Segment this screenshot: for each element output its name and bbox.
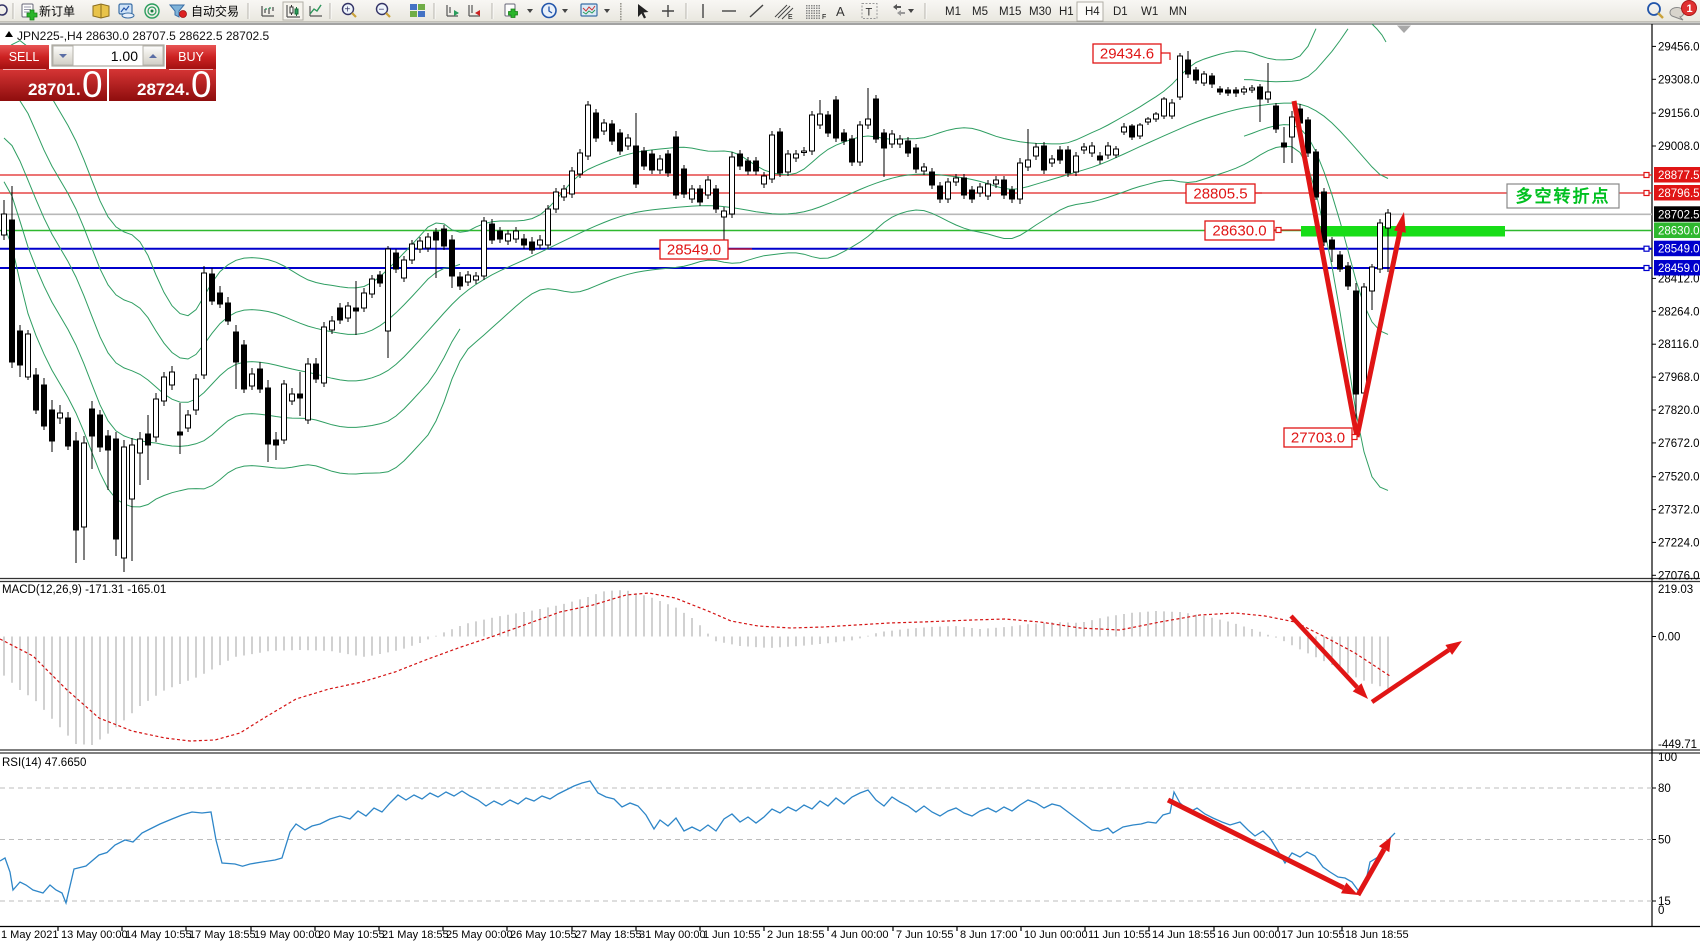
svg-text:BUY: BUY [178, 50, 204, 64]
svg-text:19 May 00:00: 19 May 00:00 [254, 929, 321, 941]
svg-text:28412.0: 28412.0 [1658, 273, 1700, 285]
svg-text:多空转折点: 多空转折点 [1516, 186, 1611, 206]
svg-text:E: E [788, 14, 793, 21]
svg-text:M30: M30 [1029, 6, 1051, 18]
svg-text:15: 15 [1658, 896, 1671, 908]
svg-text:31 May 00:00: 31 May 00:00 [639, 929, 706, 941]
svg-text:MACD(12,26,9) -171.31 -165.01: MACD(12,26,9) -171.31 -165.01 [2, 584, 166, 596]
svg-text:16 Jun 00:00: 16 Jun 00:00 [1217, 929, 1281, 941]
svg-text:M15: M15 [999, 6, 1021, 18]
svg-text:+: + [345, 5, 351, 16]
svg-text:27 May 18:55: 27 May 18:55 [575, 929, 642, 941]
svg-text:H1: H1 [1059, 6, 1074, 18]
svg-text:10 Jun 00:00: 10 Jun 00:00 [1024, 929, 1088, 941]
svg-text:28702.5: 28702.5 [1658, 209, 1700, 221]
svg-text:14 May 10:55: 14 May 10:55 [125, 929, 192, 941]
svg-text:1 May 2021: 1 May 2021 [1, 929, 58, 941]
svg-text:29308.0: 29308.0 [1658, 74, 1700, 86]
svg-text:28877.5: 28877.5 [1658, 170, 1700, 182]
svg-text:7 Jun 10:55: 7 Jun 10:55 [896, 929, 954, 941]
svg-text:28805.5: 28805.5 [1193, 186, 1247, 203]
svg-text:21 May 18:55: 21 May 18:55 [382, 929, 449, 941]
svg-text:T: T [866, 7, 873, 19]
svg-text:0.00: 0.00 [1658, 632, 1680, 644]
svg-text:28701: 28701 [28, 80, 75, 99]
svg-text:27703.0: 27703.0 [1291, 430, 1345, 447]
svg-text:0: 0 [191, 64, 212, 105]
svg-text:0: 0 [82, 64, 103, 105]
svg-text:20 May 10:55: 20 May 10:55 [318, 929, 385, 941]
svg-text:1.00: 1.00 [111, 48, 138, 64]
svg-text:新订单: 新订单 [39, 4, 75, 19]
svg-text:28264.0: 28264.0 [1658, 306, 1700, 318]
svg-text:A: A [836, 4, 845, 19]
svg-text:29156.0: 29156.0 [1658, 108, 1700, 120]
svg-text:26 May 10:55: 26 May 10:55 [510, 929, 577, 941]
svg-text:28630.0: 28630.0 [1658, 226, 1700, 238]
svg-text:27672.0: 27672.0 [1658, 438, 1700, 450]
svg-text:27520.0: 27520.0 [1658, 472, 1700, 484]
svg-text:M1: M1 [945, 6, 961, 18]
svg-text:MN: MN [1169, 6, 1187, 18]
svg-text:F: F [822, 14, 826, 21]
svg-text:28630.0: 28630.0 [1212, 223, 1266, 240]
svg-text:11 Jun 10:55: 11 Jun 10:55 [1088, 929, 1151, 941]
svg-text:0: 0 [1658, 905, 1664, 917]
svg-text:28796.5: 28796.5 [1658, 188, 1700, 200]
svg-text:1: 1 [1687, 3, 1693, 15]
svg-text:2 Jun 18:55: 2 Jun 18:55 [767, 929, 825, 941]
svg-text:29456.0: 29456.0 [1658, 41, 1700, 53]
svg-text:50: 50 [1658, 835, 1671, 847]
svg-text:80: 80 [1658, 783, 1671, 795]
svg-text:W1: W1 [1141, 6, 1158, 18]
svg-text:28549.0: 28549.0 [1658, 244, 1700, 256]
svg-text:−: − [379, 5, 385, 16]
svg-text:27372.0: 27372.0 [1658, 505, 1700, 517]
svg-text:14 Jun 18:55: 14 Jun 18:55 [1152, 929, 1216, 941]
svg-text:100: 100 [1658, 752, 1677, 764]
svg-text:JPN225-,H4 28630.0 28707.5 28: JPN225-,H4 28630.0 28707.5 28622.5 28702… [17, 29, 270, 43]
svg-text:29008.0: 29008.0 [1658, 141, 1700, 153]
svg-text:27968.0: 27968.0 [1658, 372, 1700, 384]
svg-text:25 May 00:00: 25 May 00:00 [446, 929, 513, 941]
svg-text:219.03: 219.03 [1658, 584, 1693, 596]
svg-text:17 Jun 10:55: 17 Jun 10:55 [1281, 929, 1345, 941]
svg-text:H4: H4 [1085, 6, 1100, 18]
svg-text:1 Jun 10:55: 1 Jun 10:55 [703, 929, 761, 941]
svg-text:RSI(14) 47.6650: RSI(14) 47.6650 [2, 757, 86, 769]
svg-text:.: . [185, 80, 190, 99]
svg-text:28549.0: 28549.0 [667, 242, 721, 259]
svg-text:28116.0: 28116.0 [1658, 339, 1699, 351]
svg-text:28724: 28724 [137, 80, 185, 99]
svg-text:27076.0: 27076.0 [1658, 570, 1700, 582]
svg-text:8 Jun 17:00: 8 Jun 17:00 [960, 929, 1018, 941]
svg-text:自动交易: 自动交易 [191, 4, 239, 19]
svg-text:28459.0: 28459.0 [1658, 263, 1700, 275]
svg-text:D1: D1 [1113, 6, 1128, 18]
svg-text:SELL: SELL [9, 50, 40, 64]
svg-text:M5: M5 [972, 6, 988, 18]
svg-text:29434.6: 29434.6 [1100, 46, 1154, 63]
svg-text:17 May 18:55: 17 May 18:55 [189, 929, 256, 941]
svg-text:27224.0: 27224.0 [1658, 537, 1700, 549]
svg-text:13 May 00:00: 13 May 00:00 [61, 929, 128, 941]
svg-text:27820.0: 27820.0 [1658, 405, 1700, 417]
svg-text:4 Jun 00:00: 4 Jun 00:00 [831, 929, 889, 941]
svg-text:-449.71: -449.71 [1658, 739, 1697, 751]
svg-text:.: . [76, 80, 81, 99]
svg-text:18 Jun 18:55: 18 Jun 18:55 [1345, 929, 1409, 941]
